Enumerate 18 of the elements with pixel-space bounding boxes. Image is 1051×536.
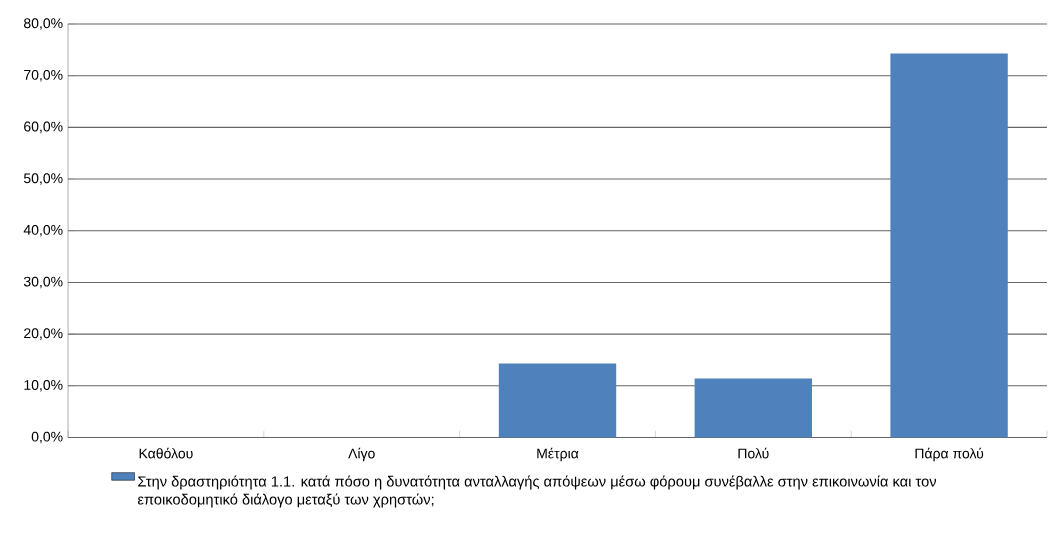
- x-tick-label: Λίγο: [348, 447, 375, 462]
- y-tick-label: 10,0%: [24, 379, 63, 392]
- legend-label: Στην δραστηριότητα 1.1. κατά πόσο η δυνατότητα ανταλλαγής απόψεων μέσω φόρουμ συνέβαλλε στην επικοινωνία και τον εποικοδομητικό διάλογο μεταξύ των χρηστών;: [137, 475, 937, 508]
- y-tick-label: 20,0%: [24, 328, 63, 340]
- y-tick-label: 80,0%: [24, 18, 63, 30]
- y-tick-label: 70,0%: [24, 69, 63, 82]
- y-tick-label: 40,0%: [23, 224, 63, 237]
- y-tick-label: 0,0%: [31, 431, 63, 444]
- x-tick-label: Μέτρια: [537, 447, 579, 462]
- bar: [694, 378, 812, 438]
- x-tick-label: Καθόλου: [139, 447, 193, 459]
- x-tick-label: Πολύ: [738, 447, 769, 459]
- y-tick-label: 30,0%: [23, 276, 63, 289]
- y-tick-label: 60,0%: [24, 121, 63, 134]
- bar: [890, 53, 1008, 438]
- y-tick-label: 50,0%: [23, 173, 63, 185]
- bar: [498, 363, 617, 438]
- x-tick-label: Πάρα πολύ: [915, 447, 984, 462]
